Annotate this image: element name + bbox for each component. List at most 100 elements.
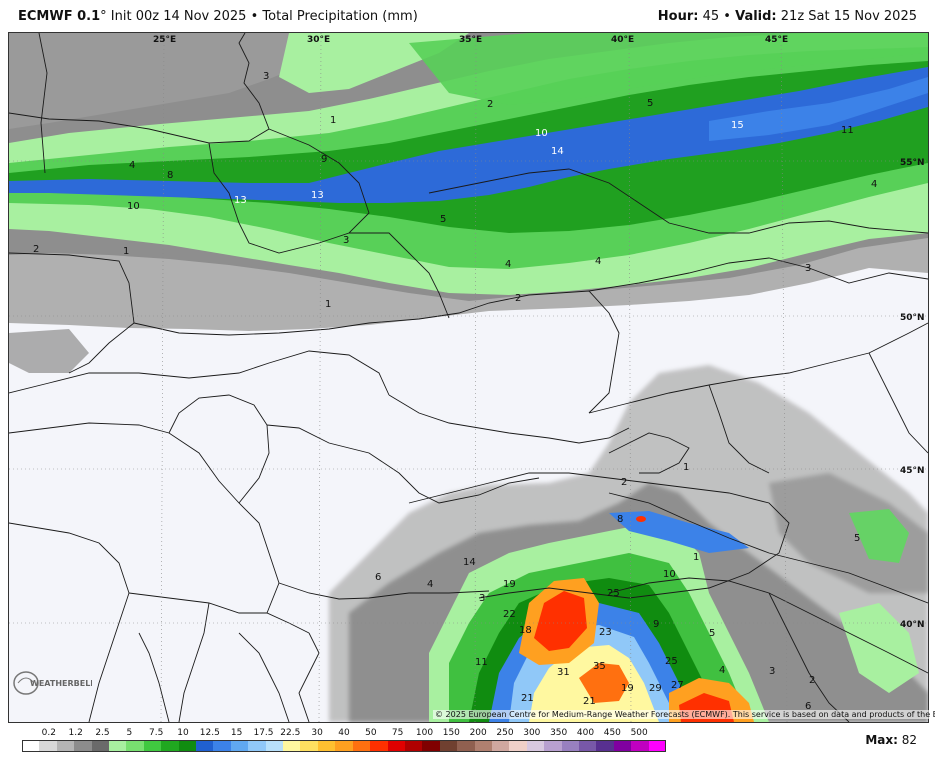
black-sea-streak [609, 511, 749, 553]
contour-label: 5 [854, 533, 860, 544]
contour-label: 4 [505, 259, 511, 270]
legend-swatch [196, 740, 214, 752]
header: ECMWF 0.1° Init 00z 14 Nov 2025 • Total … [0, 0, 935, 30]
latitude-labels: 55°N 50°N 45°N 40°N [900, 158, 925, 630]
lat-label-2: 45°N [900, 466, 925, 476]
lon-label-4: 45°E [765, 35, 788, 45]
contour-label: 5 [440, 214, 446, 225]
legend-swatch [143, 740, 162, 752]
contour-label: 4 [129, 160, 135, 171]
contour-label: 25 [607, 588, 620, 599]
lon-label-0: 25°E [153, 35, 176, 45]
legend-tick: 150 [442, 728, 460, 738]
contour-label: 3 [769, 666, 775, 677]
contour-label: 4 [719, 665, 725, 676]
legend-swatch [352, 740, 371, 752]
contour-label: 1 [683, 462, 689, 473]
contour-label: 3 [343, 235, 349, 246]
legend-border [22, 740, 666, 752]
legend-swatch [213, 740, 232, 752]
legend-tick: 450 [603, 728, 621, 738]
precipitation-map[interactable]: 25°E 30°E 35°E 40°E 45°E 55°N 50°N 45°N … [8, 32, 929, 723]
graticule [9, 33, 928, 722]
valid-separator: • [723, 9, 731, 24]
contour-label: 11 [475, 657, 488, 668]
model-name: ECMWF 0.1 [18, 9, 101, 24]
legend-swatch [491, 740, 510, 752]
legend-tick: 12.5 [199, 728, 220, 738]
max-label: Max: [865, 733, 898, 747]
contour-label: 8 [167, 170, 173, 181]
max-number: 82 [901, 733, 917, 747]
legend-swatch [474, 740, 493, 752]
legend-swatch [230, 740, 249, 752]
longitude-labels: 25°E 30°E 35°E 40°E 45°E [153, 35, 788, 45]
logo-text: WEATHERBELL [30, 679, 92, 688]
legend-tick: 400 [576, 728, 595, 738]
legend-tick: 500 [630, 728, 648, 738]
west-gray-patch [9, 329, 89, 373]
legend-tick: 17.5 [253, 728, 274, 738]
band-gray-top-left [9, 33, 309, 129]
lon-label-1: 30°E [307, 35, 330, 45]
legend-tick: 0.2 [41, 728, 56, 738]
legend-swatch [91, 740, 110, 752]
contour-label: 1 [123, 246, 129, 257]
band-blue-highlight [709, 77, 928, 141]
contour-label: 4 [427, 579, 433, 590]
contour-label: 1 [693, 552, 699, 563]
contour-label: 25 [665, 656, 678, 667]
east-gray-patch [769, 473, 928, 593]
legend-swatch [74, 740, 93, 752]
contour-label: 2 [33, 244, 39, 255]
contour-label: 13 [234, 195, 247, 206]
legend-tick: 300 [523, 728, 541, 738]
contour-label: 19 [621, 683, 634, 694]
contour-label: 10 [535, 128, 548, 139]
hour-label: Hour: [657, 9, 699, 24]
legend-swatch [422, 740, 441, 752]
legend-tick: 40 [338, 728, 350, 738]
coastlines [138, 432, 790, 722]
lat-label-0: 55°N [900, 158, 925, 168]
valid-info: Hour: 45 • Valid: 21z Sat 15 Nov 2025 [658, 9, 917, 24]
contour-label: 23 [599, 627, 612, 638]
legend-swatch [161, 740, 180, 752]
contour-label: 14 [551, 146, 564, 157]
legend-swatch [265, 740, 284, 752]
legend-tick: 15 [230, 728, 243, 738]
legend-swatch [317, 740, 336, 752]
contour-label: 22 [503, 609, 516, 620]
contour-label: 15 [731, 120, 744, 131]
contour-label: 13 [311, 190, 324, 201]
hour-value: 45 [702, 9, 720, 24]
legend-swatch [509, 740, 528, 752]
legend-tick: 2.5 [95, 728, 110, 738]
east-green-patch-2 [849, 509, 909, 563]
contour-label: 2 [809, 675, 815, 686]
lat-label-1: 50°N [900, 313, 925, 323]
black-sea-hotspot [636, 516, 646, 522]
contour-label: 18 [519, 625, 532, 636]
legend-swatch [544, 740, 563, 752]
degree-symbol: ° [100, 9, 107, 24]
legend-swatch [39, 740, 58, 752]
lat-label-3: 40°N [900, 620, 925, 630]
legend-swatch [648, 740, 667, 752]
contour-label: 4 [871, 179, 877, 190]
contour-label: 21 [521, 693, 534, 704]
southern-precip [9, 329, 928, 722]
legend-tick: 5 [126, 728, 133, 738]
contour-label: 14 [463, 557, 476, 568]
legend-swatch [283, 740, 301, 752]
legend-swatch [300, 740, 319, 752]
max-value: Max: 82 [865, 733, 917, 747]
contour-label: 6 [805, 701, 811, 712]
legend-swatch [526, 740, 545, 752]
contour-label: 5 [647, 98, 653, 109]
contour-label: 31 [557, 667, 570, 678]
northern-precip-band [9, 33, 928, 331]
contour-labels: 3 1 4 8 10 13 13 9 10 14 15 11 5 2 5 3 4… [33, 71, 877, 712]
title-separator: • [250, 9, 259, 24]
legend-tick: 50 [365, 728, 377, 738]
